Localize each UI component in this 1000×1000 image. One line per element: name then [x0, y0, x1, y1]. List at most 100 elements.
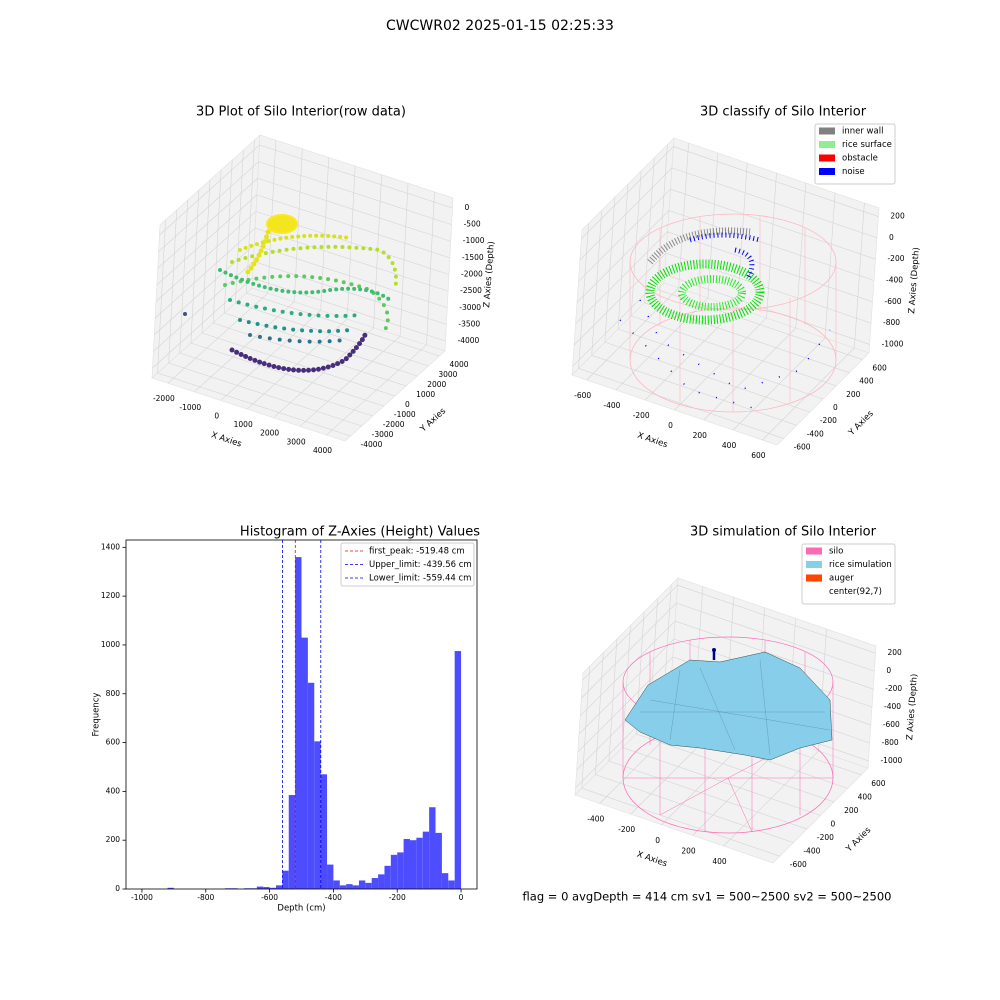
legend-label: Lower_limit: -559.44 cm: [369, 574, 471, 584]
z-tick-label: -3000: [459, 303, 481, 312]
grid-line: [578, 638, 675, 735]
z-tick-label: -1000: [463, 236, 485, 245]
histogram-bar: [384, 865, 391, 889]
legend-label: obstacle: [842, 154, 878, 164]
legend-label: auger: [829, 574, 854, 584]
y-tick-label: 0: [405, 400, 410, 409]
histogram-bar: [307, 682, 315, 889]
grid-line: [159, 144, 260, 236]
z-tick-label: -3500: [458, 319, 480, 328]
z-tick-label: -1500: [462, 253, 484, 262]
histogram-bar: [378, 874, 385, 889]
x-tick-label: -2000: [153, 394, 175, 403]
histogram-bar: [314, 741, 321, 889]
x-tick-label: -1000: [179, 403, 201, 412]
legend-swatch: [806, 561, 822, 568]
grid-line: [664, 274, 870, 345]
grid-line: [644, 302, 850, 373]
grid-line: [246, 292, 440, 357]
grid-line: [581, 787, 780, 857]
histogram-bar: [346, 884, 353, 889]
raw-cloud: [183, 214, 398, 373]
plot-frame: [125, 539, 478, 890]
grid-line: [253, 261, 447, 325]
x-tick-label: 200: [693, 431, 708, 440]
z-axis-label: Z Axies (Depth): [482, 241, 497, 308]
histogram-bar: [263, 887, 270, 889]
grid-line: [591, 355, 797, 426]
legend-swatch: [819, 154, 835, 162]
x-tick-label: 2000: [260, 429, 279, 438]
z-tick-label: -1000: [880, 756, 902, 765]
y-tick-label: 400: [859, 377, 874, 386]
y-tick-label: 200: [106, 835, 121, 844]
grid-line: [157, 372, 351, 437]
legend-label: center(92,7): [829, 587, 882, 597]
chart-title: Histogram of Z-Axies (Height) Values: [240, 525, 480, 540]
grid-line: [158, 161, 259, 252]
z-tick-label: -1000: [882, 339, 904, 348]
x-tick-label: 0: [668, 421, 673, 430]
x-tick-label: -200: [633, 411, 650, 420]
legend-swatch: [806, 547, 822, 555]
x-tick-label: -400: [587, 815, 604, 824]
legend-swatch: [819, 168, 835, 175]
x-tick-label: -400: [603, 401, 620, 410]
legend-label: Upper_limit: -439.56 cm: [369, 560, 472, 570]
z-tick-label: 0: [886, 666, 891, 675]
z-tick-label: -2500: [460, 286, 482, 295]
histogram-bar: [441, 873, 449, 889]
grid-line: [578, 188, 671, 282]
histogram-bar: [390, 854, 398, 889]
y-tick-label: 800: [106, 689, 121, 698]
histogram-bar: [422, 831, 430, 889]
grid-line: [575, 231, 668, 325]
histogram-bar: [448, 880, 455, 889]
y-tick-label: 0: [115, 884, 120, 893]
y-tick-label: 3000: [438, 370, 457, 379]
y-tick-label: -200: [817, 833, 834, 842]
z-tick-label: -600: [885, 297, 902, 306]
histogram-bar: [365, 882, 372, 889]
x-tick-label: 0: [655, 836, 660, 845]
y-tick-label: 200: [846, 390, 861, 399]
grid-line: [252, 277, 446, 342]
y-tick-label: 1000: [416, 390, 435, 399]
grid-line: [201, 332, 396, 397]
y-tick-label: 1200: [101, 591, 120, 600]
legend-swatch: [819, 127, 835, 135]
histogram-bar: [167, 887, 174, 889]
histogram-bar: [339, 885, 347, 889]
histogram-bar: [397, 852, 404, 889]
y-tick-label: 400: [858, 792, 873, 801]
labels-layer: CWCWR02 2025-01-15 02:25:33 flag = 0 avg…: [92, 18, 922, 914]
y-tick-label: 2000: [427, 380, 446, 389]
grid-line: [157, 178, 258, 269]
simulation-surface: [622, 636, 834, 834]
histogram-bar: [358, 880, 366, 889]
grid-line: [213, 322, 407, 387]
grid-line: [675, 620, 874, 690]
x-tick-label: -400: [325, 893, 342, 902]
x-tick-label: 0: [214, 411, 219, 420]
x-tick-label: 3000: [287, 437, 306, 446]
y-tick-label: -3000: [372, 430, 394, 439]
y-tick-label: -600: [790, 860, 807, 869]
histogram-bar: [327, 864, 334, 889]
x-tick-label: 400: [712, 857, 727, 866]
z-tick-label: -2000: [461, 270, 483, 279]
z-tick-label: -400: [884, 702, 901, 711]
grid-line: [670, 188, 876, 260]
z-tick-label: -200: [887, 254, 904, 263]
grid-line: [152, 277, 253, 369]
y-tick-label: -1000: [394, 410, 416, 419]
grid-line: [582, 584, 678, 681]
grid-line: [156, 194, 258, 286]
grid-line: [581, 602, 677, 699]
grid-line: [617, 328, 824, 400]
x-tick-label: 400: [722, 441, 737, 450]
histogram-bar: [295, 557, 302, 889]
grid-line: [576, 210, 670, 303]
chart-title: 3D Plot of Silo Interior(row data): [196, 105, 406, 120]
classify-cloud: [619, 213, 837, 413]
